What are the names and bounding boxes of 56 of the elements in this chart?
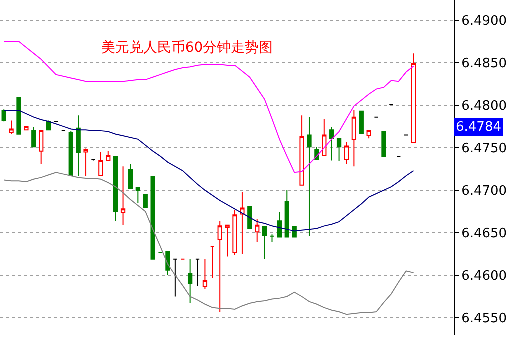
candlestick [382, 131, 386, 157]
candlestick [32, 127, 36, 148]
candlestick [336, 138, 342, 162]
y-tick-label: 6.4550 [462, 312, 507, 327]
candlestick [68, 130, 74, 176]
y-tick-label: 6.4800 [462, 98, 507, 114]
candlestick [300, 115, 304, 186]
candlestick [218, 220, 222, 313]
candlestick [120, 166, 126, 226]
candlestick [98, 152, 104, 176]
candlestick [84, 148, 88, 176]
candlestick [284, 190, 290, 238]
line-series [4, 172, 414, 316]
candlestick [9, 120, 14, 135]
candlestick [330, 127, 334, 162]
candlestick [344, 141, 350, 165]
candlestick [248, 206, 252, 230]
candlestick [16, 97, 22, 135]
candlestick [173, 258, 178, 298]
candlestick [39, 130, 44, 165]
text: 美元兑人民币60分钟走势图 [101, 40, 274, 56]
y-tick-label: 6.4850 [462, 56, 507, 72]
candlestick [91, 158, 96, 162]
candlestick [195, 258, 200, 288]
candlestick [352, 110, 357, 168]
candlestick [411, 53, 416, 144]
candlestick [307, 116, 312, 237]
candlestick [210, 246, 215, 279]
candlestick [76, 115, 81, 176]
candlestick [366, 130, 372, 140]
candlestick [277, 212, 282, 238]
y-tick-label: 6.4900 [462, 14, 507, 29]
candlestick [240, 192, 245, 255]
candlestick [24, 126, 29, 131]
candlestick [322, 118, 327, 156]
line-series [4, 110, 414, 232]
candlestick [150, 176, 156, 260]
y-tick-label: 6.4650 [462, 226, 507, 242]
y-tick-label: 6.4600 [462, 269, 507, 284]
line-series [4, 41, 414, 174]
candlestick [136, 187, 140, 204]
y-tick-label: 6.4700 [462, 184, 507, 200]
candlestick [225, 224, 230, 258]
candlestick [359, 110, 364, 134]
candlestick [232, 210, 238, 256]
candlestick [202, 258, 208, 290]
y-tick-label: 6.4750 [462, 141, 507, 156]
candlestick [188, 258, 193, 304]
candlestick [262, 226, 268, 260]
candlestick [143, 194, 148, 208]
candlestick [255, 218, 260, 243]
text: 6.4784 [456, 120, 502, 135]
candlestick [114, 156, 118, 222]
candlestick [270, 234, 275, 243]
candlestick [106, 150, 111, 162]
candlestick [128, 164, 134, 190]
